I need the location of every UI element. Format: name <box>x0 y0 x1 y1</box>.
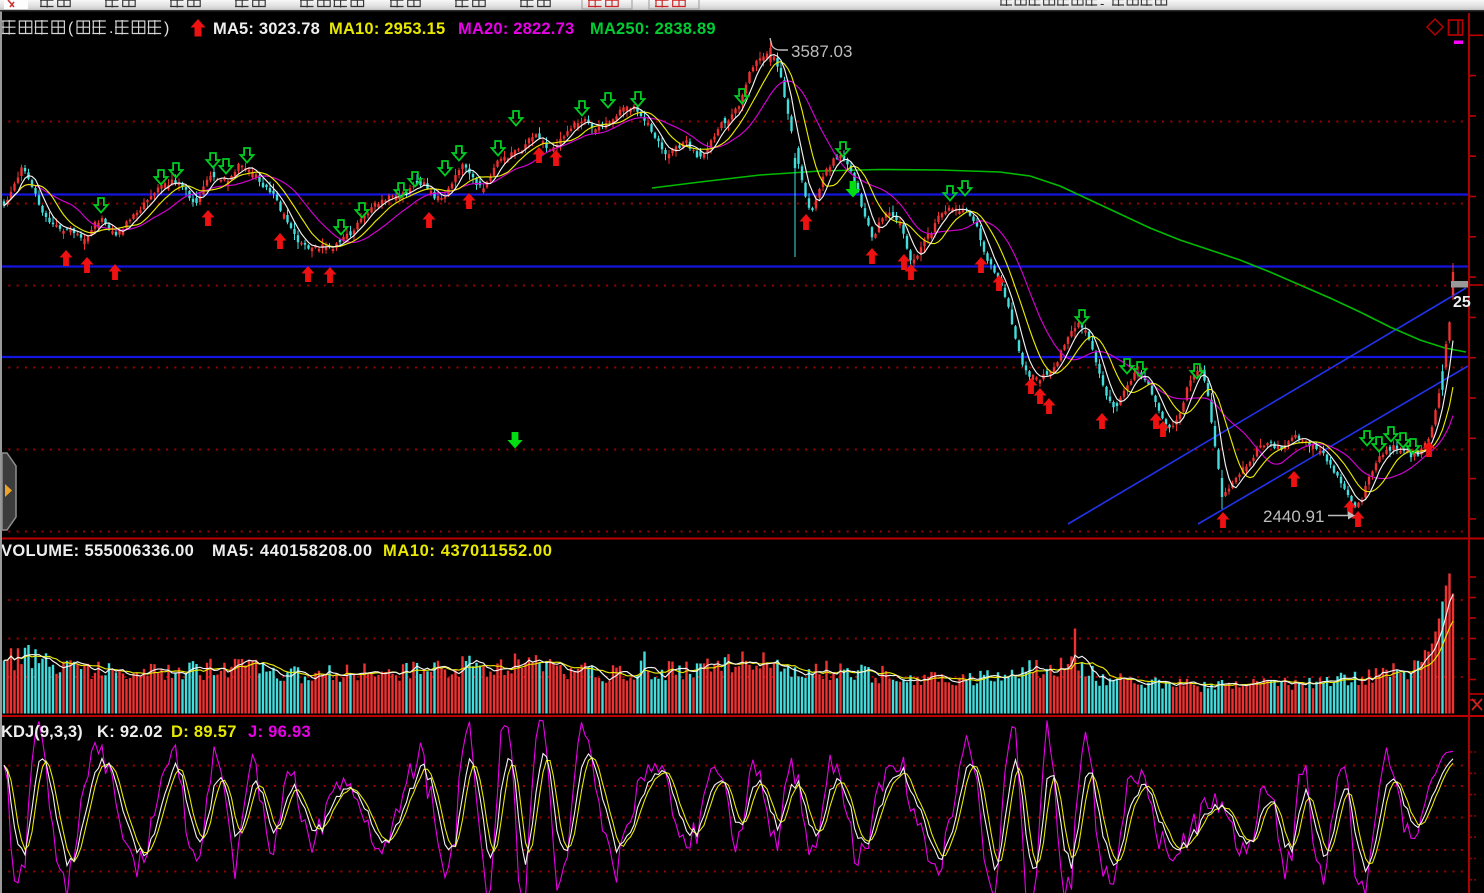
svg-text:MA5: 440158208.00: MA5: 440158208.00 <box>212 542 373 560</box>
svg-text:25: 25 <box>1453 294 1471 311</box>
svg-text:3587.03: 3587.03 <box>791 42 852 61</box>
svg-text:MA10: 2953.15: MA10: 2953.15 <box>329 20 445 38</box>
svg-text:(: ( <box>68 20 74 37</box>
svg-text:): ) <box>164 20 169 37</box>
svg-text:MA250: 2838.89: MA250: 2838.89 <box>590 20 716 38</box>
svg-text:J: 96.93: J: 96.93 <box>248 723 311 741</box>
svg-text:K: 92.02: K: 92.02 <box>97 723 163 741</box>
svg-text:MA10: 437011552.00: MA10: 437011552.00 <box>383 542 553 560</box>
svg-text:-: - <box>1100 0 1104 11</box>
svg-text:.: . <box>109 20 113 37</box>
svg-text:MA5: 3023.78: MA5: 3023.78 <box>213 20 320 38</box>
svg-text:2440.91: 2440.91 <box>1263 507 1324 526</box>
svg-text:MA20: 2822.73: MA20: 2822.73 <box>458 20 574 38</box>
svg-text:VOLUME: 555006336.00: VOLUME: 555006336.00 <box>1 542 194 560</box>
svg-text:D: 89.57: D: 89.57 <box>171 723 237 741</box>
svg-text:KDJ(9,3,3): KDJ(9,3,3) <box>1 723 83 741</box>
